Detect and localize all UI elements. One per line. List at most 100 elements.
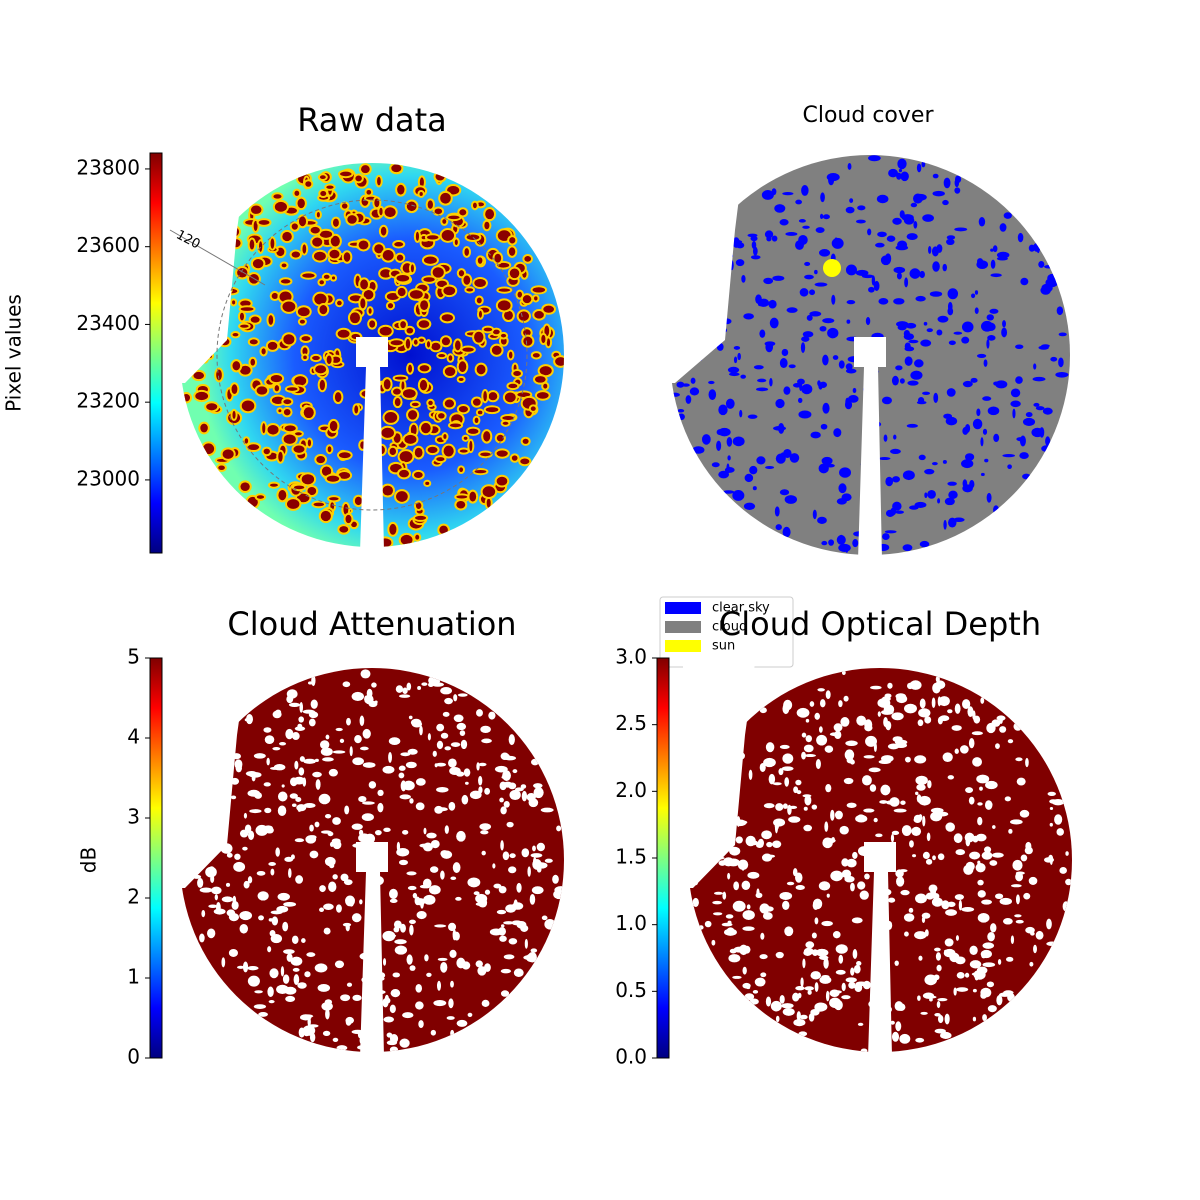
blob xyxy=(436,723,445,732)
blob xyxy=(268,918,273,922)
blob xyxy=(476,297,482,304)
blob xyxy=(475,960,483,968)
panel-title: Raw data xyxy=(297,101,447,139)
sky-content xyxy=(180,163,564,547)
blob xyxy=(329,249,340,259)
blob xyxy=(429,866,439,873)
blob xyxy=(226,852,233,858)
blob xyxy=(426,832,437,839)
blob xyxy=(441,314,453,322)
blob xyxy=(1022,473,1031,480)
blob xyxy=(279,741,287,746)
blob xyxy=(741,275,746,283)
blob xyxy=(982,396,992,401)
blob xyxy=(420,300,429,311)
blob xyxy=(456,830,466,842)
blob xyxy=(922,815,926,827)
blob xyxy=(247,965,259,971)
blob xyxy=(311,675,316,687)
blob xyxy=(895,510,905,514)
blob xyxy=(934,1013,941,1017)
blob xyxy=(483,327,493,332)
blob xyxy=(890,1020,895,1025)
blob xyxy=(258,241,263,252)
blob xyxy=(508,247,516,256)
blob xyxy=(278,409,282,413)
legend-swatch xyxy=(665,602,701,614)
blob xyxy=(861,274,874,279)
y-tick-label: 23000 xyxy=(76,466,140,490)
blob xyxy=(982,962,996,968)
blob xyxy=(317,983,331,992)
blob xyxy=(822,354,829,366)
blob xyxy=(893,434,897,440)
blob xyxy=(415,898,426,906)
blob xyxy=(803,947,814,956)
blob xyxy=(453,931,460,941)
blob xyxy=(399,794,411,800)
blob xyxy=(803,824,813,832)
blob xyxy=(891,1031,900,1042)
blob xyxy=(817,688,825,692)
blob xyxy=(232,895,237,905)
blob xyxy=(407,748,418,755)
blob xyxy=(249,339,258,345)
blob xyxy=(303,758,317,764)
blob xyxy=(517,291,523,298)
blob xyxy=(497,262,510,268)
blob xyxy=(822,214,830,220)
blob xyxy=(677,408,685,413)
blob xyxy=(943,948,956,958)
blob xyxy=(197,877,204,888)
blob xyxy=(956,972,965,979)
blob xyxy=(1023,892,1031,900)
blob xyxy=(893,298,905,305)
blob xyxy=(922,214,934,222)
blob xyxy=(951,725,962,731)
blob xyxy=(774,204,786,213)
blob xyxy=(475,902,487,907)
blob xyxy=(1058,332,1067,337)
blob xyxy=(240,307,254,311)
blob xyxy=(459,730,466,737)
blob xyxy=(1055,371,1069,378)
blob xyxy=(481,999,490,1007)
blob xyxy=(961,906,975,912)
blob xyxy=(852,387,857,394)
blob xyxy=(919,270,925,279)
blob xyxy=(307,1016,311,1027)
blob xyxy=(878,759,891,765)
blob xyxy=(948,340,956,346)
y-tick-label: 3 xyxy=(127,805,140,829)
blob xyxy=(981,851,993,860)
blob xyxy=(344,805,350,815)
blob xyxy=(299,319,305,324)
blob xyxy=(306,952,316,957)
blob xyxy=(404,434,417,444)
blob xyxy=(182,393,191,402)
blob xyxy=(990,259,996,269)
blob xyxy=(897,240,908,250)
blob xyxy=(804,986,814,991)
blob xyxy=(536,842,545,852)
blob xyxy=(406,954,413,965)
blob xyxy=(534,376,546,383)
blob xyxy=(450,1029,455,1037)
blob xyxy=(343,503,349,515)
blob xyxy=(961,459,974,469)
blob xyxy=(269,968,279,979)
blob xyxy=(996,251,1010,259)
blob xyxy=(458,405,468,413)
blob xyxy=(838,543,851,552)
blob xyxy=(258,220,270,225)
blob xyxy=(904,756,911,763)
blob xyxy=(502,415,514,421)
blob xyxy=(207,928,216,939)
blob xyxy=(516,921,527,929)
blob xyxy=(927,780,932,789)
blob xyxy=(325,1008,330,1020)
blob xyxy=(1015,757,1023,762)
blob xyxy=(1028,244,1035,252)
blob xyxy=(338,471,351,479)
